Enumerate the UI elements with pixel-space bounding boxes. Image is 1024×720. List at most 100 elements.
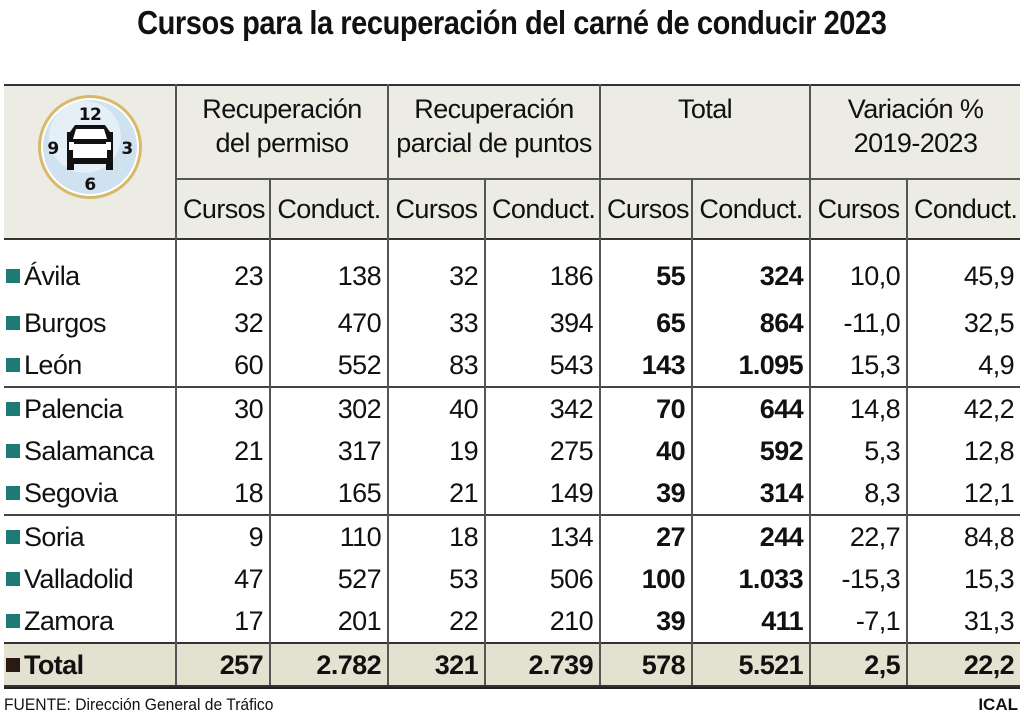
svg-text:6: 6 xyxy=(84,175,95,195)
table-cell: 15,3 xyxy=(906,558,1021,600)
table-cell: 321 xyxy=(387,643,485,688)
table-cell: 165 xyxy=(269,472,388,515)
table-cell: 18 xyxy=(387,514,485,558)
table-cell: 2.739 xyxy=(483,643,601,688)
table-cell: 15,3 xyxy=(809,344,908,387)
table-cell: 244 xyxy=(691,514,811,558)
table-cell: 32 xyxy=(387,239,485,302)
table-row: León 60 552 83 543 143 1.095 15,3 4,9 xyxy=(4,344,1021,387)
table-cell: 40 xyxy=(387,386,485,430)
table-row: Segovia 18 165 21 149 39 314 8,3 12,1 xyxy=(4,472,1021,515)
square-marker-icon xyxy=(6,571,20,586)
table-row: Soria 9 110 18 134 27 244 22,7 84,8 xyxy=(4,514,1021,558)
table-cell: 21 xyxy=(387,472,485,515)
svg-text:3: 3 xyxy=(121,139,132,159)
table-cell: 22,2 xyxy=(906,643,1021,688)
table-cell: 314 xyxy=(691,472,811,515)
table-cell: 186 xyxy=(483,239,601,302)
square-marker-icon xyxy=(6,357,20,372)
table-cell: 143 xyxy=(599,344,693,387)
table-cell: 5.521 xyxy=(691,643,811,688)
group-header: Recuperación parcial de puntos xyxy=(386,85,601,179)
group-header: Recuperación del permiso xyxy=(175,85,388,179)
row-label: Soria xyxy=(24,521,85,552)
table-cell: 201 xyxy=(269,600,388,643)
square-marker-icon xyxy=(6,529,20,544)
table-cell: 47 xyxy=(175,558,270,600)
table-cell: 317 xyxy=(269,430,388,472)
row-label: Ávila xyxy=(24,260,80,291)
table-cell: 527 xyxy=(269,558,388,600)
table-cell: 8,3 xyxy=(809,472,908,515)
table-cell: 644 xyxy=(691,386,811,430)
row-label-cell: Soria xyxy=(4,514,176,558)
svg-text:9: 9 xyxy=(47,139,58,159)
table-cell: 31,3 xyxy=(906,600,1021,643)
table-cell: 22 xyxy=(387,600,485,643)
square-marker-icon xyxy=(6,443,20,458)
row-label-cell: Salamanca xyxy=(4,430,176,472)
column-header: Conduct. xyxy=(269,178,388,239)
source-note: FUENTE: Dirección General de Tráfico xyxy=(4,695,274,714)
table-cell: 543 xyxy=(483,344,601,387)
table-cell: 411 xyxy=(691,600,811,643)
table-cell: 21 xyxy=(175,430,270,472)
row-label: Zamora xyxy=(24,605,114,636)
column-header: Cursos xyxy=(175,178,270,239)
table-cell: 39 xyxy=(599,600,693,643)
row-label-cell: Total xyxy=(4,643,176,688)
table-cell: 12,1 xyxy=(906,472,1021,515)
table-cell: 210 xyxy=(483,600,601,643)
table-cell: 23 xyxy=(175,239,270,302)
table-cell: 864 xyxy=(691,302,811,344)
row-label-cell: Segovia xyxy=(4,472,176,515)
table-cell: 70 xyxy=(599,386,693,430)
table-cell: 10,0 xyxy=(809,239,908,302)
table-cell: 60 xyxy=(175,344,270,387)
table-row: Palencia 30 302 40 342 70 644 14,8 42,2 xyxy=(4,386,1021,430)
table-cell: 55 xyxy=(599,239,693,302)
square-marker-icon xyxy=(6,268,20,283)
table-cell: 1.033 xyxy=(691,558,811,600)
row-label: Valladolid xyxy=(24,563,134,594)
clock-car-icon: 12 3 6 9 xyxy=(4,85,176,239)
table-cell: 5,3 xyxy=(809,430,908,472)
table-cell: 19 xyxy=(387,430,485,472)
total-row: Total 257 2.782 321 2.739 578 5.521 2,5 22,2 xyxy=(4,643,1021,688)
row-label: Burgos xyxy=(24,307,107,338)
table-cell: 2,5 xyxy=(809,643,908,688)
table-cell: 134 xyxy=(483,514,601,558)
table-cell: -15,3 xyxy=(809,558,908,600)
table-row: Valladolid 47 527 53 506 100 1.033 -15,3 15,3 xyxy=(4,558,1021,600)
row-label: Segovia xyxy=(24,477,118,508)
table-cell: 506 xyxy=(483,558,601,600)
table-cell: 45,9 xyxy=(906,239,1021,302)
row-label: Palencia xyxy=(24,393,123,424)
row-label-cell: Ávila xyxy=(4,239,176,302)
table-row: Salamanca 21 317 19 275 40 592 5,3 12,8 xyxy=(4,430,1021,472)
table-row: Burgos 32 470 33 394 65 864 -11,0 32,5 xyxy=(4,302,1021,344)
credit: ICAL xyxy=(978,695,1018,714)
table-cell: 394 xyxy=(483,302,601,344)
row-label-cell: León xyxy=(4,344,176,387)
table-cell: 342 xyxy=(483,386,601,430)
table-cell: 470 xyxy=(269,302,388,344)
table-cell: 138 xyxy=(269,239,388,302)
table-cell: 32,5 xyxy=(906,302,1021,344)
row-label: Total xyxy=(24,649,84,680)
table-cell: 302 xyxy=(269,386,388,430)
table-cell: 592 xyxy=(691,430,811,472)
group-header: Total xyxy=(599,85,811,179)
table-cell: 578 xyxy=(599,643,693,688)
footer-divider xyxy=(4,685,1020,687)
table-cell: 275 xyxy=(483,430,601,472)
square-marker-icon xyxy=(6,485,20,500)
column-header: Cursos xyxy=(809,178,908,239)
table-cell: 30 xyxy=(175,386,270,430)
column-header: Cursos xyxy=(387,178,485,239)
table-cell: -11,0 xyxy=(809,302,908,344)
row-label-cell: Zamora xyxy=(4,600,176,643)
chart-title: Cursos para la recuperación del carné de… xyxy=(137,4,887,41)
table-cell: 1.095 xyxy=(691,344,811,387)
table-cell: 40 xyxy=(599,430,693,472)
